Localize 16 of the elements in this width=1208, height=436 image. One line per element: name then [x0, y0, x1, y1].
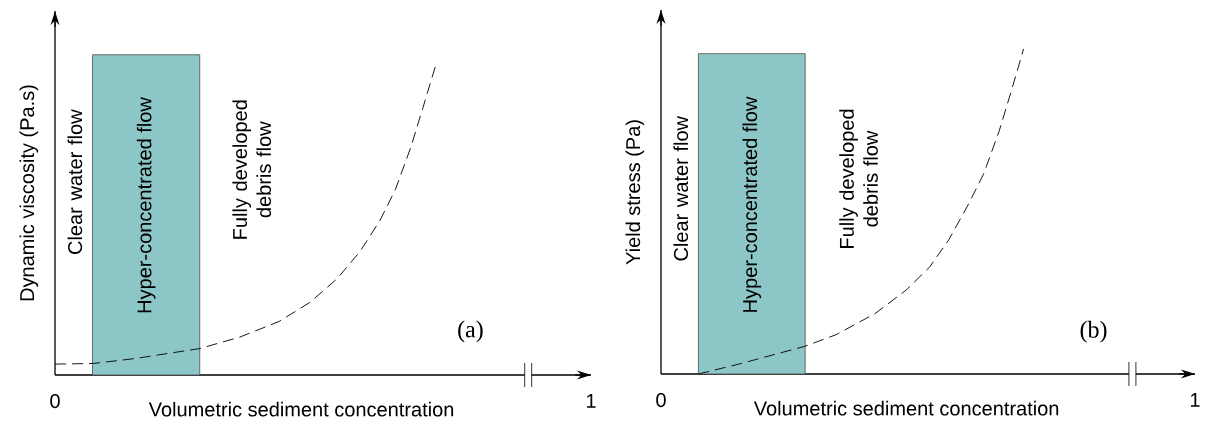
annotation: Clear water flow	[67, 109, 83, 254]
x-tick-label: 0	[656, 392, 666, 408]
annotation: (b)	[1080, 320, 1107, 343]
x-tick-label: 1	[1190, 392, 1200, 407]
x-tick-label: 0	[50, 393, 60, 409]
annotation: Fully developed debris flow	[232, 100, 272, 239]
y-axis-title: Dynamic viscosity (Pa.s)	[19, 85, 39, 301]
band-label: Hyper-concentrated flow	[136, 97, 156, 313]
y-axis-title: Yield stress (Pa)	[625, 120, 645, 265]
annotation: Clear water flow	[673, 115, 689, 261]
annotation: (a)	[458, 320, 483, 343]
x-axis-title: Volumetric sediment concentration	[148, 401, 454, 417]
band-label: Hyper-concentrated flow	[742, 96, 762, 312]
x-axis-title: Volumetric sediment concentration	[753, 400, 1059, 416]
x-tick-label: 1	[586, 393, 596, 408]
annotation: Fully developed debris flow	[839, 109, 878, 248]
